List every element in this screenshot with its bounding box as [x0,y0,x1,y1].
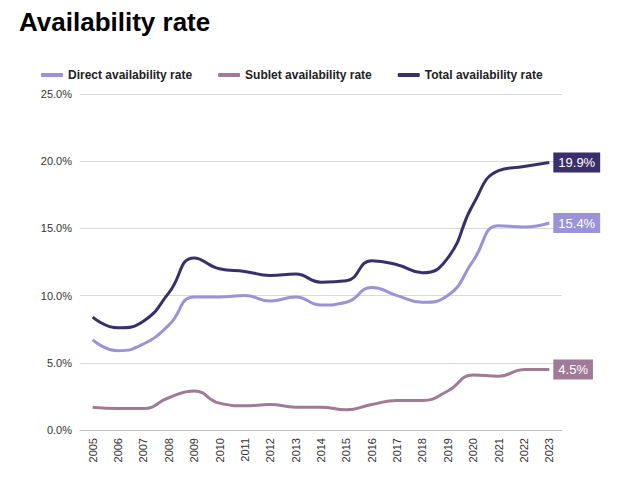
svg-text:20.0%: 20.0% [41,155,72,167]
svg-text:2021: 2021 [493,438,505,462]
svg-text:Sublet availability rate: Sublet availability rate [245,68,372,82]
svg-text:2014: 2014 [315,438,327,462]
svg-text:2019: 2019 [442,438,454,462]
svg-text:19.9%: 19.9% [558,155,595,170]
svg-text:2011: 2011 [239,438,251,462]
svg-text:Availability rate: Availability rate [19,7,210,37]
svg-text:2010: 2010 [214,438,226,462]
svg-text:Direct availability rate: Direct availability rate [68,68,192,82]
svg-text:4.5%: 4.5% [558,362,588,377]
svg-text:15.0%: 15.0% [41,222,72,234]
svg-text:2013: 2013 [290,438,302,462]
svg-text:2018: 2018 [416,438,428,462]
svg-text:10.0%: 10.0% [41,290,72,302]
svg-text:2015: 2015 [340,438,352,462]
svg-text:2020: 2020 [467,438,479,462]
svg-text:0.0%: 0.0% [47,424,72,436]
svg-text:15.4%: 15.4% [558,216,595,231]
svg-text:2006: 2006 [112,438,124,462]
svg-text:2007: 2007 [137,438,149,462]
svg-text:2022: 2022 [518,438,530,462]
svg-text:2005: 2005 [87,438,99,462]
svg-text:2023: 2023 [543,438,555,462]
svg-text:2016: 2016 [366,438,378,462]
svg-text:2008: 2008 [163,438,175,462]
svg-text:2009: 2009 [188,438,200,462]
svg-text:2017: 2017 [391,438,403,462]
svg-text:5.0%: 5.0% [47,357,72,369]
svg-text:Total availability rate: Total availability rate [425,68,543,82]
svg-text:25.0%: 25.0% [41,88,72,100]
svg-text:2012: 2012 [264,438,276,462]
